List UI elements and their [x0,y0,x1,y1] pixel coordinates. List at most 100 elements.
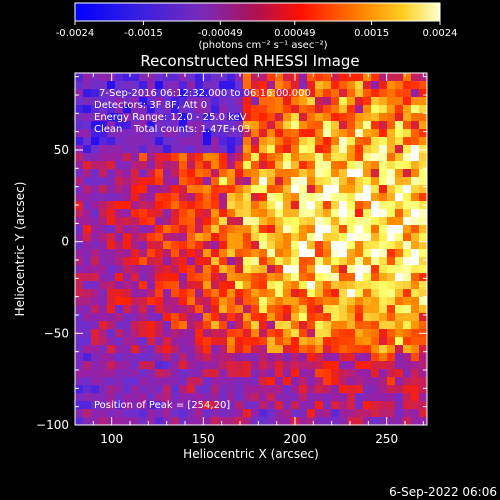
heatmap-cell [387,305,396,314]
heatmap-cell [115,329,124,338]
heatmap-cell [83,313,92,322]
heatmap-cell [419,273,427,282]
heatmap-cell [379,393,388,402]
heatmap-cell [139,257,148,266]
heatmap-cell [187,369,196,378]
heatmap-cell [323,201,332,210]
heatmap-cell [307,401,316,410]
heatmap-cell [243,377,252,386]
heatmap-cell [267,185,276,194]
heatmap-cell [75,377,84,386]
heatmap-cell [75,345,84,354]
heatmap-cell [147,105,156,114]
heatmap-cell [379,361,388,370]
heatmap-cell [307,257,316,266]
heatmap-cell [147,113,156,122]
heatmap-cell [363,393,372,402]
heatmap-cell [347,217,356,226]
heatmap-cell [123,385,132,394]
heatmap-cell [299,113,308,122]
heatmap-cell [315,97,324,106]
heatmap-cell [419,361,427,370]
heatmap-cell [83,153,92,162]
heatmap-cell [243,305,252,314]
heatmap-cell [403,129,412,138]
heatmap-cell [355,353,364,362]
heatmap-cell [123,121,132,130]
heatmap-cell [251,161,260,170]
x-tick-label: 200 [284,432,307,446]
heatmap-cell [291,281,300,290]
heatmap-cell [323,169,332,178]
heatmap-cell [155,113,164,122]
heatmap-cell [299,369,308,378]
heatmap-cell [203,313,212,322]
heatmap-cell [195,129,204,138]
heatmap-cell [123,337,132,346]
heatmap-cell [323,113,332,122]
heatmap-cell [163,225,172,234]
heatmap-cell [379,305,388,314]
heatmap-cell [291,105,300,114]
heatmap-cell [123,89,132,98]
heatmap-cell [131,409,140,418]
heatmap-cell [403,281,412,290]
heatmap-cell [211,409,220,418]
heatmap-cell [131,257,140,266]
heatmap-cell [203,81,212,90]
heatmap-cell [179,393,188,402]
heatmap-cell [83,297,92,306]
heatmap-cell [179,281,188,290]
heatmap-cell [107,185,116,194]
heatmap-cell [107,361,116,370]
heatmap-cell [315,273,324,282]
heatmap-cell [235,129,244,138]
colorbar: -0.0024 -0.0015 -0.00049 0.00049 0.0015 0.002… [56,2,458,51]
heatmap-cell [115,169,124,178]
heatmap-cell [259,153,268,162]
plot-frame [74,72,428,426]
heatmap-cell [235,305,244,314]
heatmap-cell [379,137,388,146]
heatmap-cell [203,385,212,394]
heatmap-cell [299,329,308,338]
heatmap-cell [419,89,427,98]
heatmap-cell [227,257,236,266]
heatmap-cell [91,97,100,106]
heatmap-cell [299,393,308,402]
heatmap-cell [235,369,244,378]
heatmap-cell [355,145,364,154]
heatmap-cell [363,145,372,154]
heatmap-cell [395,377,404,386]
heatmap-cell [419,97,427,106]
heatmap-cell [187,305,196,314]
heatmap-cell [419,177,427,186]
heatmap-cell [299,209,308,218]
heatmap-cell [251,145,260,154]
heatmap-cell [75,417,84,425]
heatmap-cell [219,193,228,202]
heatmap-cell [419,209,427,218]
heatmap-cell [163,169,172,178]
heatmap-cell [403,401,412,410]
heatmap-cell [275,225,284,234]
heatmap-cell [91,345,100,354]
heatmap-cell [291,289,300,298]
heatmap-cell [331,145,340,154]
heatmap-cell [131,113,140,122]
heatmap-cell [291,185,300,194]
heatmap-cell [395,145,404,154]
heatmap-cell [283,337,292,346]
heatmap-cell [411,121,420,130]
heatmap-cell [339,225,348,234]
heatmap-cell [187,345,196,354]
heatmap-cell [371,81,380,90]
heatmap-cell [411,361,420,370]
heatmap-cell [243,161,252,170]
heatmap-cell [355,241,364,250]
heatmap-cell [235,345,244,354]
heatmap-cell [123,177,132,186]
heatmap-cell [163,289,172,298]
heatmap-cell [307,281,316,290]
heatmap-cell [347,121,356,130]
